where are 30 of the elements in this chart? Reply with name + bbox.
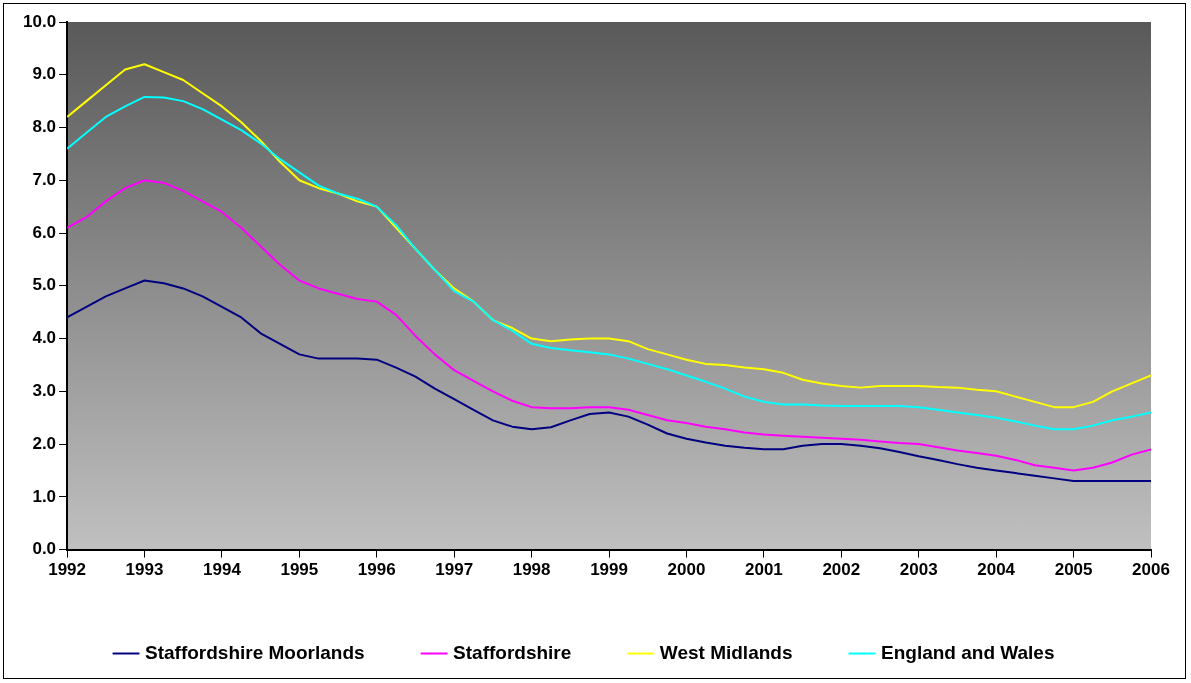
x-tick-label: 2006: [1132, 560, 1170, 580]
y-tick-label: 4.0: [32, 328, 57, 348]
legend-label: Staffordshire: [453, 641, 572, 663]
y-tick-label: 1.0: [32, 486, 57, 506]
y-tick-label: 6.0: [32, 222, 57, 242]
x-tick-label: 2000: [667, 560, 706, 580]
legend-label: West Midlands: [659, 641, 793, 663]
x-tick-label: 1998: [512, 560, 551, 580]
x-tick-label: 1993: [125, 560, 164, 580]
x-tick-label: 1996: [357, 560, 396, 580]
y-tick-label: 0.0: [32, 539, 57, 559]
legend-label: England and Wales: [881, 641, 1055, 663]
y-tick-label: 7.0: [32, 169, 57, 189]
x-tick-label: 1997: [435, 560, 474, 580]
y-tick-label: 2.0: [32, 433, 57, 453]
legend-label: Staffordshire Moorlands: [145, 641, 365, 663]
x-tick-label: 2003: [899, 560, 938, 580]
y-tick-label: 10.0: [22, 11, 57, 31]
y-tick-label: 3.0: [32, 381, 57, 401]
x-tick-label: 1994: [203, 560, 242, 580]
y-tick-label: 8.0: [32, 117, 57, 137]
x-tick-label: 2002: [822, 560, 861, 580]
x-tick-label: 2001: [744, 560, 783, 580]
x-tick-label: 1995: [280, 560, 319, 580]
y-tick-label: 9.0: [32, 64, 57, 84]
y-tick-label: 5.0: [32, 275, 57, 295]
x-tick-label: 2004: [977, 560, 1016, 580]
x-tick-label: 2005: [1054, 560, 1093, 580]
x-tick-label: 1992: [48, 560, 86, 580]
x-tick-label: 1999: [590, 560, 628, 580]
